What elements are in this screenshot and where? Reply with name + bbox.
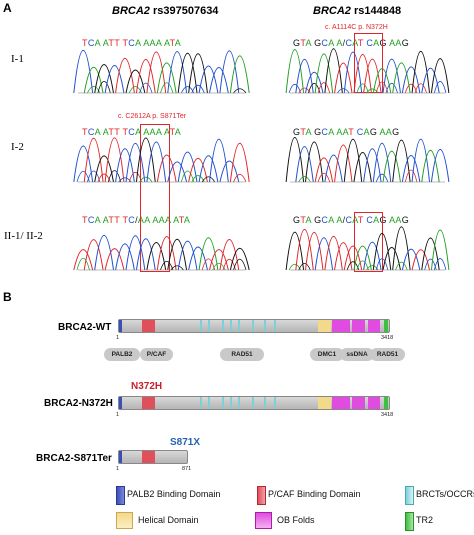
left-gene-name: BRCA2 (112, 5, 150, 17)
legend-pcaf: P/CAF Binding Domain (268, 489, 361, 499)
panel-a-letter: A (3, 1, 12, 15)
partner-rad51-c-term: RAD51 (370, 348, 405, 361)
n372h-end: 3418 (381, 412, 394, 418)
n372h-start: 1 (116, 412, 120, 418)
trace-right-row1 (285, 48, 450, 94)
legend-ob: OB Folds (277, 515, 315, 525)
partner-pcaf: P/CAF (140, 348, 173, 361)
protein-bar-n372h (118, 396, 390, 410)
trace-right-row3 (285, 226, 450, 271)
brct-repeat-6 (252, 320, 254, 332)
brct-repeat-7 (264, 320, 266, 332)
brct-repeat-1 (200, 320, 202, 332)
legend-swatch-palb2 (116, 486, 125, 505)
right-gene-name: BRCA2 (313, 5, 351, 17)
right-mutation-highlight-box-row3 (354, 212, 383, 272)
legend-brct: BRCTs/OCCRs (416, 489, 474, 499)
left-seq-row2: TCA ATT TCA AAA ATA (82, 127, 182, 137)
protein-bar-s871ter (118, 450, 188, 464)
pcaf-domain (142, 320, 155, 332)
left-variant-id: rs397507634 (152, 5, 219, 17)
legend-palb2: PALB2 Binding Domain (127, 489, 221, 499)
left-mutation-highlight-box (140, 124, 170, 272)
ob-fold-2 (352, 320, 365, 332)
left-mutation-label: c. C2612A p. S871Ter (118, 113, 187, 120)
right-seq-row2: GTA GCA AAT CAG AAG (293, 127, 400, 137)
right-chromatogram-title: BRCA2 rs144848 (313, 5, 401, 17)
right-variant-id: rs144848 (353, 5, 402, 17)
partner-rad51-center: RAD51 (220, 348, 264, 361)
legend-swatch-helical (116, 512, 133, 529)
wt-start: 1 (116, 335, 120, 341)
legend-swatch-pcaf (257, 486, 266, 505)
left-seq-row1: TCA ATT TCA AAA ATA (82, 38, 182, 48)
trace-right-row2 (285, 136, 450, 183)
left-chromatogram-title: BRCA2 rs397507634 (112, 5, 218, 17)
row-label-i-1: I-1 (11, 53, 24, 65)
left-seq-row3: TCA ATT TC/AA AAA ATA (82, 215, 191, 225)
s871ter-start: 1 (116, 466, 120, 472)
s871ter-end: 871 (182, 466, 192, 472)
row-label-ii-1-ii-2: II-1/ II-2 (4, 230, 43, 242)
brct-repeat-4 (230, 320, 232, 332)
partner-palb2: PALB2 (104, 348, 140, 361)
protein-label-s871ter: BRCA2-S871Ter (36, 453, 112, 464)
legend-swatch-ob (255, 512, 272, 529)
protein-label-n372h: BRCA2-N372H (44, 398, 113, 409)
legend-swatch-tr2 (405, 512, 414, 531)
legend-swatch-brct (405, 486, 414, 505)
ob-fold-1 (332, 320, 350, 332)
protein-label-wt: BRCA2-WT (58, 322, 112, 333)
brct-repeat-3 (222, 320, 224, 332)
right-mutation-label: c. A1114C p. N372H (325, 24, 388, 31)
tr2-domain (384, 320, 388, 332)
brct-repeat-8 (274, 320, 276, 332)
n372h-mutation-label: N372H (131, 381, 163, 392)
palb2-domain (119, 320, 122, 332)
helical-domain (318, 320, 331, 332)
trace-left-row2 (73, 137, 250, 183)
protein-bar-wt (118, 319, 390, 333)
panel-b-letter: B (3, 290, 12, 304)
chromatograms (73, 48, 450, 271)
brct-repeat-2 (208, 320, 210, 332)
partner-dmc1: DMC1 (310, 348, 344, 361)
legend-helical: Helical Domain (138, 515, 199, 525)
partner-ssdna: ssDNA (340, 348, 374, 361)
row-label-i-2: I-2 (11, 141, 24, 153)
legend-tr2: TR2 (416, 515, 434, 525)
wt-end: 3418 (381, 335, 394, 341)
brct-repeat-5 (238, 320, 240, 332)
trace-left-row3 (73, 234, 250, 271)
s871x-mutation-label: S871X (170, 437, 201, 448)
ob-fold-3 (368, 320, 380, 332)
trace-left-row1 (73, 50, 250, 94)
